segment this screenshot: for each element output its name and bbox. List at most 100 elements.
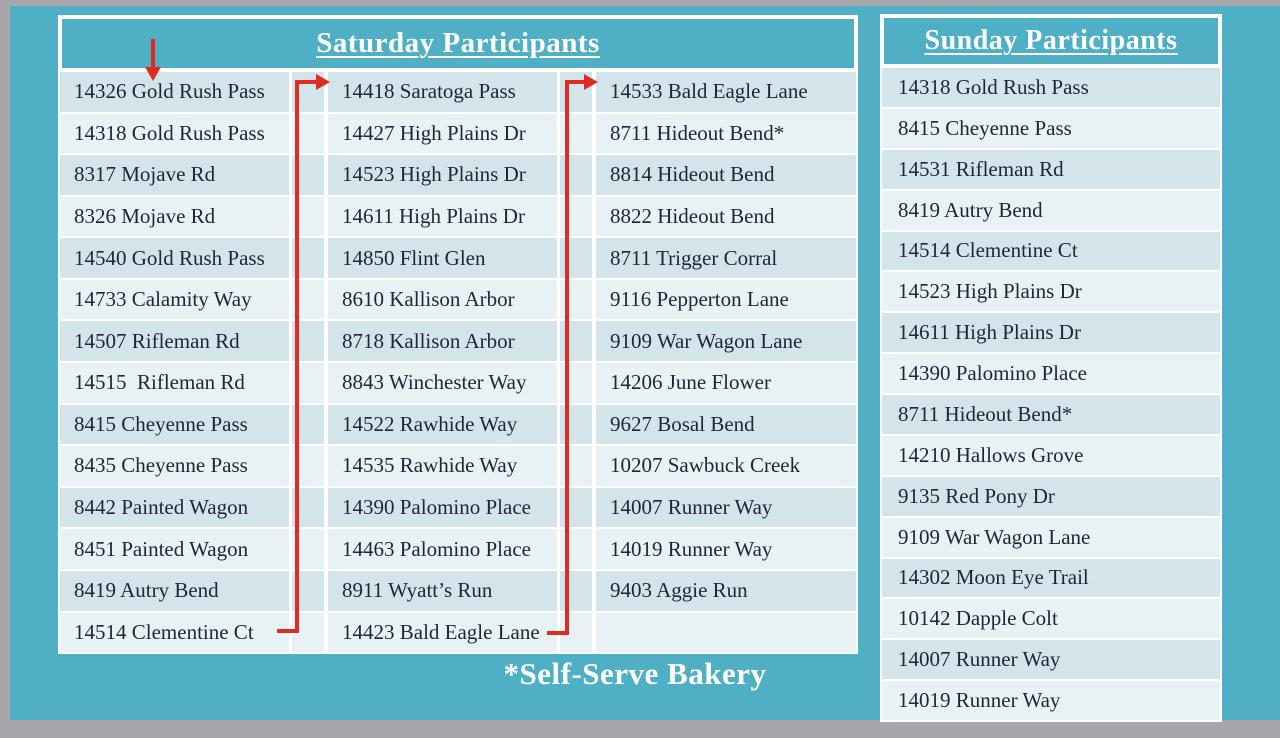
table-row: 14007 Runner Way (882, 640, 1220, 682)
address-cell: 14611 High Plains Dr (328, 196, 557, 237)
table-row: 14318 Gold Rush Pass 14427 High Plains Dr… (60, 113, 856, 156)
address-cell: 14523 High Plains Dr (328, 155, 557, 195)
spacer-cell (560, 529, 592, 569)
spacer-cell (292, 321, 324, 362)
table-row: 8326 Mojave Rd 14611 High Plains Dr 8822 H… (60, 196, 856, 239)
address-cell: 8415 Cheyenne Pass (882, 108, 1220, 148)
address-cell: 8843 Winchester Way (328, 363, 557, 403)
address-cell: 9116 Pepperton Lane (596, 279, 856, 320)
spacer-cell (560, 72, 592, 112)
address-cell: 14019 Runner Way (882, 681, 1220, 720)
column-divider (324, 570, 328, 611)
column-divider (592, 321, 596, 362)
table-row: 8419 Autry Bend 8911 Wyatt’s Run 9403 Aggi… (60, 570, 856, 613)
address-cell: 14326 Gold Rush Pass (60, 72, 289, 112)
address-cell: 14463 Palomino Place (328, 529, 557, 569)
spacer-cell (292, 363, 324, 403)
address-cell: 8610 Kallison Arbor (328, 279, 557, 320)
address-cell: 14515 Rifleman Rd (60, 363, 289, 403)
column-divider (592, 446, 596, 486)
saturday-title: Saturday Participants (316, 27, 600, 59)
table-row: 14531 Rifleman Rd (882, 149, 1220, 191)
spacer-cell (560, 155, 592, 195)
table-row: 9109 War Wagon Lane (882, 517, 1220, 559)
address-cell: 14733 Calamity Way (60, 279, 289, 320)
table-row: 10142 Dapple Colt (882, 599, 1220, 641)
address-cell: 8317 Mojave Rd (60, 155, 289, 195)
address-cell: 10207 Sawbuck Creek (596, 446, 856, 486)
address-cell: 14206 June Flower (596, 363, 856, 403)
column-divider (592, 113, 596, 154)
spacer-cell (292, 404, 324, 445)
table-row: 8435 Cheyenne Pass 14535 Rawhide Way 10207… (60, 446, 856, 488)
address-cell: 14514 Clementine Ct (60, 612, 289, 653)
address-cell: 8435 Cheyenne Pass (60, 446, 289, 486)
table-row: 14507 Rifleman Rd 8718 Kallison Arbor 9109… (60, 321, 856, 364)
sunday-title: Sunday Participants (924, 25, 1178, 56)
table-row: 8711 Hideout Bend* (882, 395, 1220, 436)
column-divider (324, 196, 328, 237)
spacer-cell (560, 446, 592, 486)
table-row: 14611 High Plains Dr (882, 313, 1220, 355)
address-cell: 14533 Bald Eagle Lane (596, 72, 856, 112)
spacer-cell (292, 196, 324, 237)
address-cell: 14523 High Plains Dr (882, 272, 1220, 312)
column-divider (324, 155, 328, 195)
address-cell: 14007 Runner Way (882, 640, 1220, 680)
column-divider (592, 196, 596, 237)
table-row: 9135 Red Pony Dr (882, 476, 1220, 518)
saturday-table-body: 14326 Gold Rush Pass 14418 Saratoga Pass 1… (58, 72, 858, 655)
address-cell: 10142 Dapple Colt (882, 599, 1220, 639)
address-cell: 14302 Moon Eye Trail (882, 558, 1220, 598)
address-cell: 14522 Rawhide Way (328, 404, 557, 445)
spacer-cell (560, 196, 592, 237)
spacer-cell (560, 487, 592, 528)
address-cell: 14531 Rifleman Rd (882, 149, 1220, 189)
column-divider (592, 72, 596, 112)
spacer-cell (292, 529, 324, 569)
column-divider (592, 529, 596, 569)
spacer-cell (292, 113, 324, 154)
column-divider (592, 155, 596, 195)
column-divider (324, 72, 328, 112)
table-row: 14523 High Plains Dr (882, 272, 1220, 314)
spacer-cell (560, 363, 592, 403)
column-divider (592, 238, 596, 278)
self-serve-bakery-note: *Self-Serve Bakery (503, 656, 767, 691)
address-cell: 9109 War Wagon Lane (596, 321, 856, 362)
column-divider (324, 446, 328, 486)
spacer-cell (560, 321, 592, 362)
address-cell: 8419 Autry Bend (882, 190, 1220, 230)
column-divider (324, 363, 328, 403)
spacer-cell (560, 238, 592, 278)
column-divider (592, 363, 596, 403)
spacer-cell (292, 487, 324, 528)
spacer-cell (292, 279, 324, 320)
column-divider (324, 113, 328, 154)
address-cell: 8711 Hideout Bend* (596, 113, 856, 154)
spacer-cell (292, 238, 324, 278)
spacer-cell (292, 446, 324, 486)
spacer-cell (560, 404, 592, 445)
address-cell: 9403 Aggie Run (596, 570, 856, 611)
address-cell: 14423 Bald Eagle Lane (328, 612, 557, 653)
table-row: 8419 Autry Bend (882, 190, 1220, 232)
address-cell: 9109 War Wagon Lane (882, 517, 1220, 557)
table-row: 8442 Painted Wagon 14390 Palomino Place 14… (60, 487, 856, 530)
column-divider (592, 487, 596, 528)
table-row: 8317 Mojave Rd 14523 High Plains Dr 8814 H… (60, 155, 856, 197)
table-row: 8451 Painted Wagon 14463 Palomino Place 14… (60, 529, 856, 571)
saturday-header: Saturday Participants (58, 15, 858, 72)
address-cell (596, 612, 856, 653)
table-row: 14540 Gold Rush Pass 14850 Flint Glen 8711… (60, 238, 856, 280)
address-cell: 8711 Trigger Corral (596, 238, 856, 278)
table-row: 14515 Rifleman Rd 8843 Winchester Way 1420… (60, 363, 856, 405)
address-cell: 14390 Palomino Place (328, 487, 557, 528)
sunday-table-body: 14318 Gold Rush Pass 8415 Cheyenne Pass 14… (880, 68, 1222, 722)
spacer-cell (560, 612, 592, 653)
address-cell: 14007 Runner Way (596, 487, 856, 528)
address-cell: 8822 Hideout Bend (596, 196, 856, 237)
table-row: 14318 Gold Rush Pass (882, 68, 1220, 109)
table-row: 8415 Cheyenne Pass 14522 Rawhide Way 9627 … (60, 404, 856, 447)
table-row: 8415 Cheyenne Pass (882, 108, 1220, 150)
